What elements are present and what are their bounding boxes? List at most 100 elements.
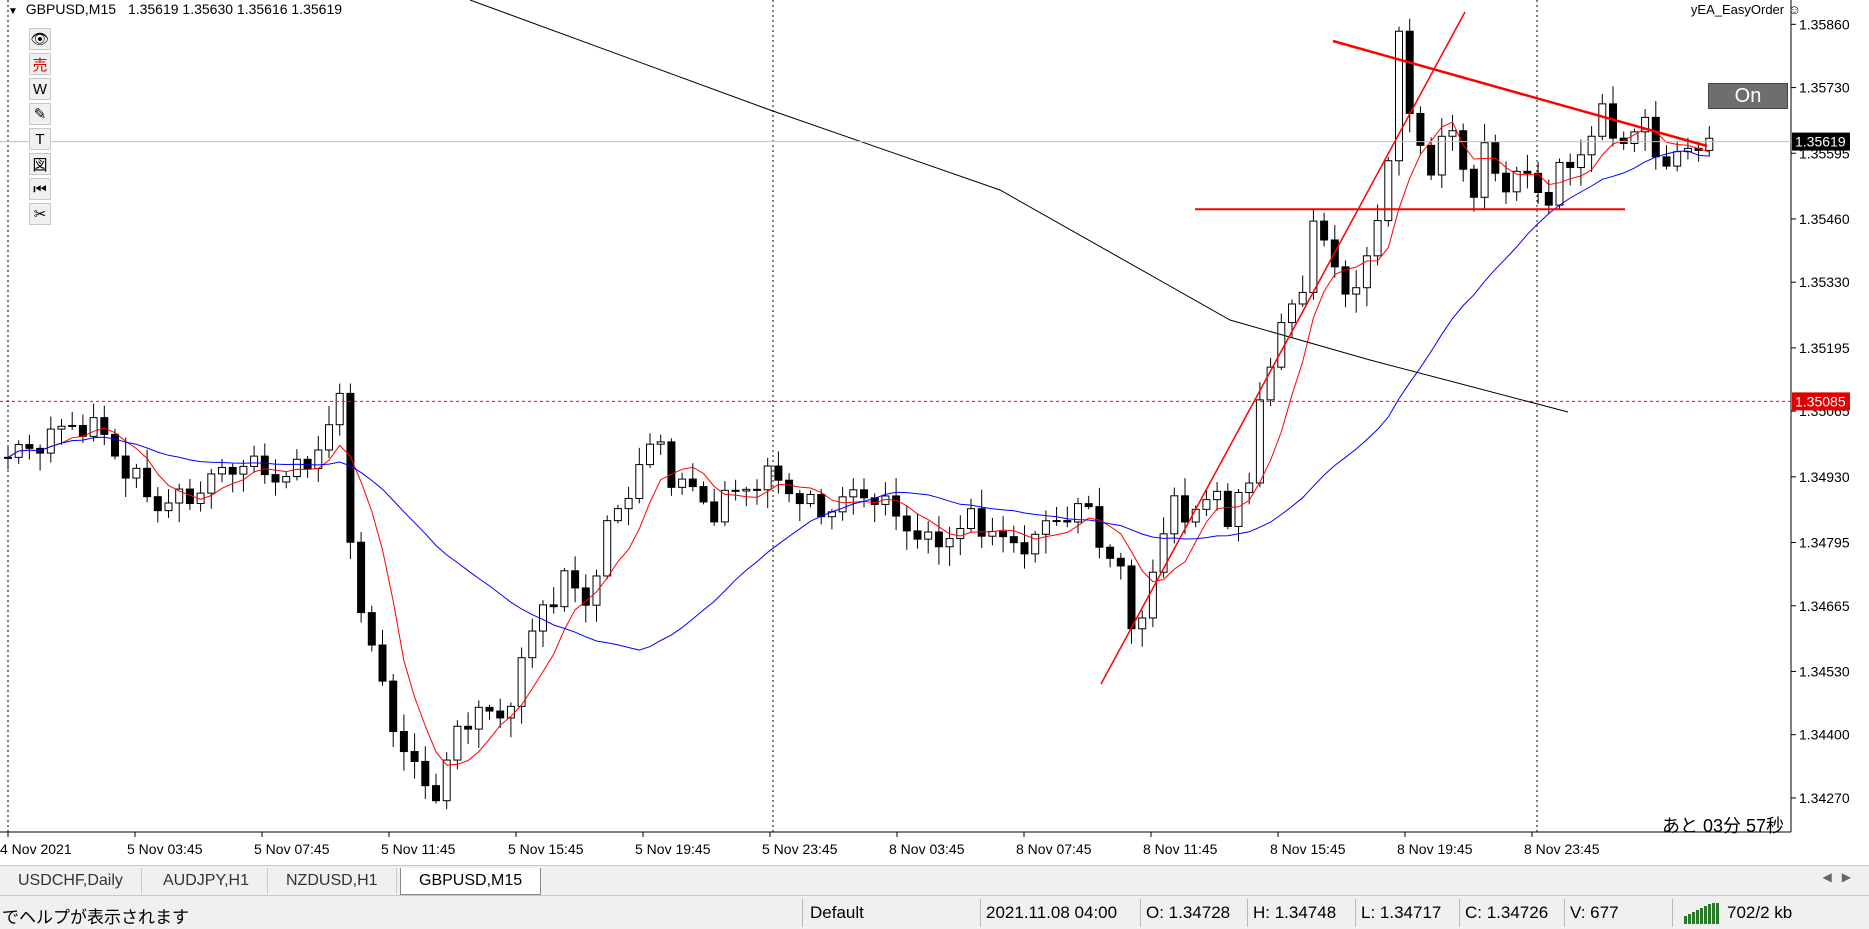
time-tick-label: 4 Nov 2021: [0, 841, 72, 857]
candle-body: [667, 441, 676, 488]
candle-body: [453, 725, 462, 761]
status-bar: でヘルプが表示されます Default 2021.11.08 04:00 O: …: [0, 895, 1869, 929]
fast-ma-line: [7, 121, 1710, 766]
chart-header: ▼ GBPUSD,M15 1.35619 1.35630 1.35616 1.3…: [8, 1, 342, 17]
candle-body: [325, 424, 333, 451]
price-tick-label: 1.34665: [1799, 598, 1850, 614]
candle-body: [1566, 161, 1575, 169]
tab-audjpy-h1[interactable]: AUDJPY,H1: [145, 868, 268, 894]
candle-body: [913, 530, 922, 540]
candle-body: [335, 392, 344, 426]
candle-body: [1127, 565, 1136, 630]
candle-body: [924, 531, 933, 540]
candle-body: [1245, 482, 1254, 493]
candle-body: [111, 433, 119, 457]
candle-body: [581, 587, 590, 606]
text-tool-icon[interactable]: T: [29, 128, 51, 150]
candle-body: [1437, 135, 1446, 176]
candle-body: [1651, 116, 1660, 158]
pencil-icon[interactable]: ✎: [29, 103, 51, 125]
time-tick-label: 8 Nov 23:45: [1524, 841, 1600, 857]
candle-body: [250, 455, 259, 467]
candle-body: [1641, 116, 1650, 133]
candle-body: [1255, 399, 1264, 484]
candle-body: [46, 428, 55, 454]
candle-body: [1555, 161, 1564, 206]
time-tick-label: 5 Nov 11:45: [381, 841, 456, 857]
candle-body: [1234, 491, 1243, 527]
candle-body: [1052, 520, 1061, 523]
candle-body: [1673, 151, 1682, 167]
ea-name-label: yEA_EasyOrder ☺: [1690, 2, 1801, 17]
candle-body: [806, 493, 815, 505]
candle-body: [1502, 172, 1510, 193]
candle-body: [228, 466, 237, 475]
tab-gbpusd-m15[interactable]: GBPUSD,M15: [400, 868, 542, 895]
scissors-icon[interactable]: ✂: [29, 203, 51, 225]
candle-body: [1106, 546, 1115, 559]
candle-body: [774, 465, 783, 481]
candle-body: [603, 520, 612, 577]
eye-icon[interactable]: 👁: [29, 28, 51, 50]
tab-usdchf-daily[interactable]: USDCHF,Daily: [0, 868, 142, 894]
tab-nzdusd-h1[interactable]: NZDUSD,H1: [268, 868, 397, 894]
candle-body: [1630, 131, 1639, 144]
candle-body: [239, 465, 248, 475]
candle-body: [892, 495, 901, 517]
price-tick-label: 1.34400: [1799, 727, 1850, 743]
candle-body: [292, 458, 301, 478]
candle-body: [378, 644, 387, 682]
candle-body: [1063, 520, 1072, 523]
candle-body: [260, 455, 269, 476]
rewind-icon[interactable]: ⏮: [29, 178, 51, 200]
candle-body: [571, 570, 580, 589]
candle-body: [357, 541, 366, 614]
candle-body: [132, 467, 141, 479]
price-chart[interactable]: 1.35860 1.35730 1.35595 1.35460 1.35330 1.351…: [0, 0, 1869, 865]
candle-body: [1159, 533, 1168, 573]
candle-body: [1598, 103, 1607, 137]
candle-body: [485, 706, 494, 712]
candle-body: [753, 488, 761, 491]
dropdown-triangle-icon[interactable]: ▼: [8, 6, 18, 17]
sell-button[interactable]: 売: [29, 53, 51, 75]
candle-body: [314, 449, 323, 469]
candle-body: [688, 478, 697, 488]
status-close: C: 1.34726: [1465, 903, 1549, 922]
candle-body: [399, 731, 408, 753]
candle-body: [1095, 506, 1104, 548]
status-datetime: 2021.11.08 04:00: [986, 903, 1118, 922]
time-tick-label: 5 Nov 03:45: [127, 841, 203, 857]
candle-body: [25, 444, 34, 449]
candle-body: [303, 458, 312, 469]
time-tick-label: 8 Nov 19:45: [1397, 841, 1473, 857]
tab-scroll-arrows[interactable]: ◀ ▶: [1822, 870, 1851, 884]
candle-body: [1031, 533, 1040, 555]
candle-body: [1202, 499, 1211, 510]
w-button[interactable]: W: [29, 78, 51, 100]
price-tick-label: 1.34270: [1799, 790, 1850, 806]
candle-body: [57, 425, 66, 430]
candle-body: [1084, 503, 1093, 508]
current-price-label: 1.35619: [1795, 134, 1846, 150]
candle-body: [1277, 322, 1286, 368]
uptrend-line: [1100, 11, 1466, 685]
candle-body: [517, 657, 526, 707]
status-high: H: 1.34748: [1253, 903, 1337, 922]
status-volume: V: 677: [1570, 903, 1619, 922]
candle-body: [1020, 542, 1029, 555]
figure-icon[interactable]: 図: [29, 153, 51, 175]
candle-body: [1298, 291, 1307, 305]
candle-body: [902, 515, 911, 532]
candle-body: [496, 710, 505, 719]
candle-body: [1074, 503, 1082, 523]
chart-canvas[interactable]: 1.358601.357301.355951.354601.353301.351…: [0, 0, 1869, 865]
candle-body: [956, 528, 965, 540]
candle-body: [218, 466, 226, 475]
candle-body: [271, 474, 280, 483]
chart-symbol: GBPUSD,M15: [25, 1, 117, 17]
candle-body: [1191, 508, 1200, 523]
ea-on-button[interactable]: On: [1708, 83, 1788, 109]
candle-body: [68, 424, 77, 427]
candle-body: [592, 575, 601, 606]
